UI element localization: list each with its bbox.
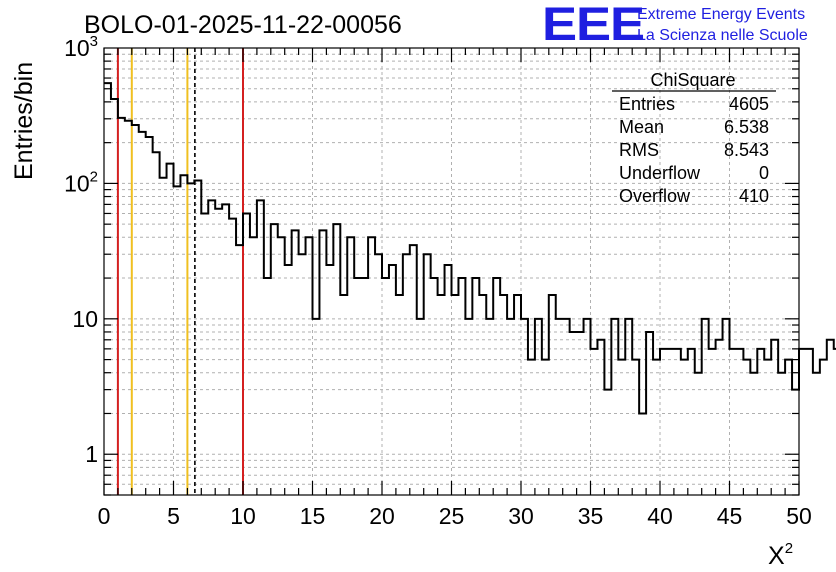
- y-axis-label-text: Entries/bin: [10, 62, 38, 180]
- x-tick-label: 15: [300, 503, 326, 529]
- y-tick-label: 103: [64, 33, 98, 61]
- logo-line-1: Extreme Energy Events: [637, 6, 805, 23]
- x-tick-label: 25: [439, 503, 465, 529]
- stats-label-mean: Mean: [619, 117, 664, 137]
- y-tick-label: 10: [72, 306, 98, 332]
- stats-title: ChiSquare: [650, 70, 735, 90]
- chart-title: BOLO-01-2025-11-22-00056: [84, 11, 402, 39]
- stats-value-entries: 4605: [729, 94, 769, 114]
- grid: [104, 48, 799, 495]
- x-tick-label: 50: [786, 503, 812, 529]
- stats-label-underflow: Underflow: [619, 163, 701, 183]
- x-tick-label: 20: [369, 503, 395, 529]
- y-tick-label: 102: [64, 168, 98, 196]
- x-tick-label: 40: [647, 503, 673, 529]
- y-tick-label-exp: 3: [90, 33, 98, 50]
- x-tick-label: 10: [230, 503, 256, 529]
- x-tick-label: 0: [98, 503, 111, 529]
- stats-label-overflow: Overflow: [619, 186, 691, 206]
- y-tick-label-base: 10: [64, 170, 90, 196]
- eee-logo: EEE: [542, 0, 644, 50]
- histogram-series: [104, 82, 836, 415]
- x-tick-label: 35: [578, 503, 604, 529]
- x-tick-label: 30: [508, 503, 534, 529]
- stats-value-overflow: 410: [739, 186, 769, 206]
- stats-label-entries: Entries: [619, 94, 675, 114]
- x-axis-label: X2: [768, 540, 793, 570]
- stats-label-rms: RMS: [619, 140, 659, 160]
- x-axis-label-base: X: [768, 542, 785, 570]
- x-tick-label: 5: [167, 503, 180, 529]
- y-tick-label-exp: 2: [90, 168, 98, 185]
- logo-line-2: La Scienza nelle Scuole: [637, 27, 808, 44]
- x-axis-label-exp: 2: [785, 540, 793, 557]
- y-tick-label: 1: [85, 441, 98, 467]
- stats-value-mean: 6.538: [724, 117, 769, 137]
- y-tick-label-base: 10: [64, 35, 90, 61]
- stats-value-rms: 8.543: [724, 140, 769, 160]
- stats-value-underflow: 0: [759, 163, 769, 183]
- stats-box: ChiSquare Entries 4605 Mean 6.538 RMS 8.…: [612, 70, 776, 206]
- y-axis-label: Entries/bin: [10, 62, 38, 180]
- marker-lines: [116, 48, 244, 495]
- x-tick-label: 45: [717, 503, 743, 529]
